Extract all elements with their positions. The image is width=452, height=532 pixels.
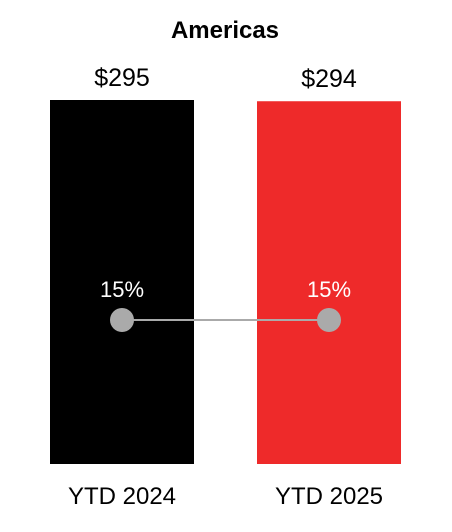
bar-value-label-1: $295 (94, 64, 150, 92)
overlay-point-label-2: 15% (307, 277, 351, 302)
bar-value-label-2: $294 (301, 65, 357, 93)
bar-1 (50, 100, 194, 464)
bar-2 (257, 101, 401, 465)
bars-group (50, 100, 401, 465)
chart-title: Americas (171, 17, 279, 44)
overlay-point-1 (110, 308, 134, 332)
labels-group: $295 YTD 2024 $294 YTD 2025 (68, 64, 383, 510)
category-label-1: YTD 2024 (68, 483, 176, 510)
category-label-2: YTD 2025 (275, 483, 383, 510)
overlay-line-group: 15% 15% (100, 277, 351, 332)
overlay-point-2 (317, 308, 341, 332)
overlay-point-label-1: 15% (100, 277, 144, 302)
